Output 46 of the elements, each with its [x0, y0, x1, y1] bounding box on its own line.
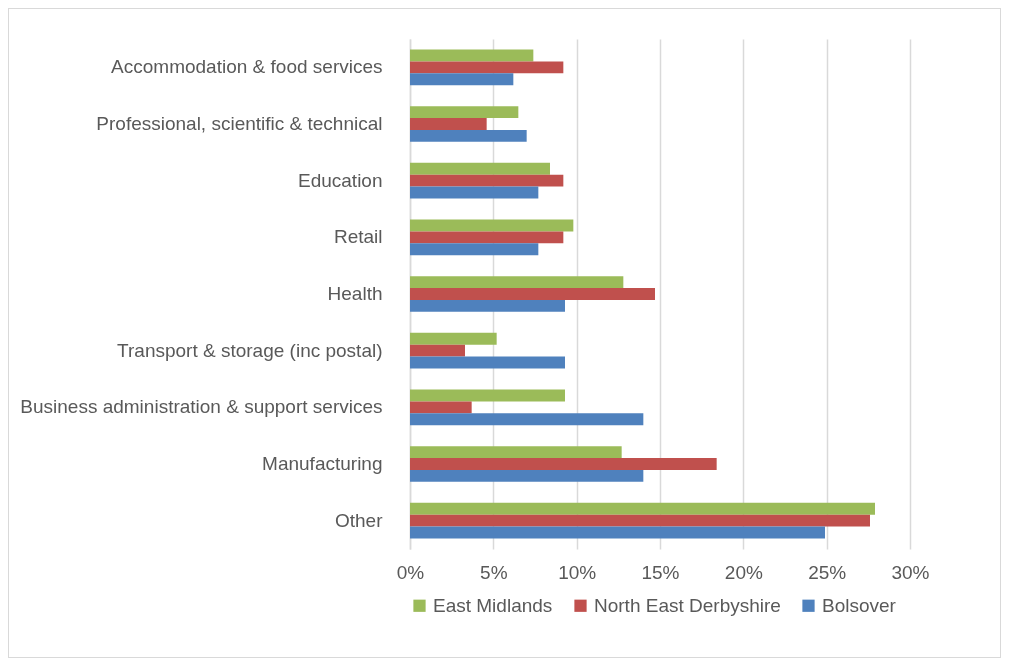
bar: [410, 526, 825, 539]
bar: [410, 502, 875, 515]
bar: [410, 73, 514, 86]
bar: [410, 162, 550, 175]
bar: [410, 174, 564, 187]
bar: [410, 231, 564, 244]
bar: [410, 243, 539, 256]
x-tick-label: 15%: [641, 561, 680, 583]
bar: [410, 219, 574, 232]
y-tick-label: Health: [327, 283, 383, 304]
bar: [410, 389, 565, 402]
bar: [410, 446, 622, 459]
x-tick-label: 0%: [396, 561, 425, 583]
legend-label: North East Derbyshire: [594, 594, 781, 616]
bar: [410, 401, 472, 414]
bar: [410, 288, 655, 300]
bar: [410, 332, 497, 345]
x-tick-label: 25%: [808, 561, 847, 583]
bar: [410, 61, 564, 74]
y-tick-label: Other: [334, 509, 384, 531]
x-tick-label: 20%: [724, 561, 763, 583]
bar: [410, 299, 565, 312]
bar: [410, 344, 465, 357]
bar: [410, 106, 519, 119]
bar: [410, 118, 487, 130]
y-tick-label: Professional, scientific & technical: [96, 113, 383, 134]
bar: [410, 514, 870, 527]
y-tick-label: Business administration & support services: [20, 396, 383, 418]
y-tick-label: Transport & storage (inc postal): [117, 339, 383, 361]
bar: [410, 458, 717, 470]
x-tick-label: 30%: [891, 561, 930, 583]
x-tick-label: 10%: [558, 561, 597, 583]
bar: [410, 469, 644, 482]
bar: [410, 276, 624, 289]
bar: [410, 186, 539, 199]
y-tick-label: Manufacturing: [262, 453, 383, 474]
bar: [410, 356, 565, 369]
bar: [410, 413, 644, 426]
bar: [410, 49, 534, 62]
y-tick-label: Accommodation & food services: [111, 56, 383, 78]
bar: [410, 129, 527, 142]
x-tick-label: 5%: [480, 561, 508, 583]
y-tick-label: Retail: [333, 226, 383, 248]
legend-label: East Midlands: [433, 594, 553, 616]
legend-label: Bolsover: [822, 594, 897, 616]
y-tick-label: Education: [297, 169, 383, 191]
